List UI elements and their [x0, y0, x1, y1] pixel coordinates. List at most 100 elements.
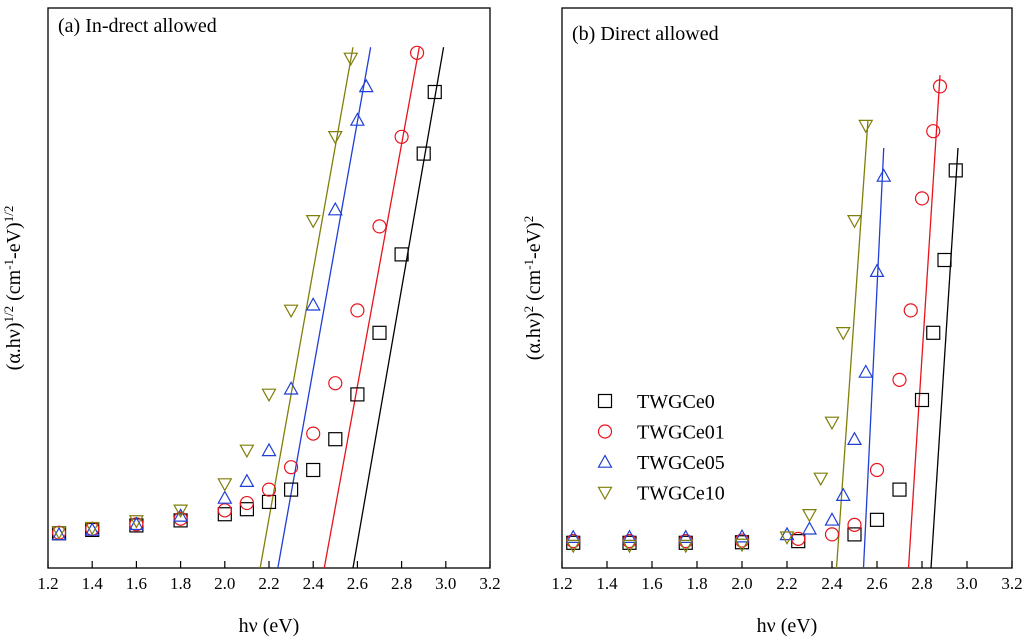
y-axis-label-part: (α.hν)	[3, 322, 25, 370]
marker	[801, 509, 818, 523]
marker	[84, 521, 100, 536]
marker	[261, 442, 277, 457]
x-tick-label: 3.2	[479, 574, 500, 593]
marker	[597, 486, 613, 501]
panel-title: (b) Direct allowed	[572, 23, 719, 45]
marker	[261, 482, 277, 497]
x-tick-label: 2.4	[821, 574, 843, 593]
marker	[835, 487, 851, 501]
marker	[358, 78, 374, 93]
marker	[305, 215, 321, 229]
marker	[327, 131, 343, 145]
marker	[869, 462, 885, 478]
marker	[327, 201, 343, 216]
y-axis-label-part: -eV)	[523, 222, 545, 259]
y-axis-label: (α.hν)2 (cm-1-eV)2	[521, 216, 546, 360]
marker	[734, 538, 750, 553]
fit-line	[352, 47, 445, 569]
panel: 1.2 1.4 1.6 1.8 2.0 2.2 2.4 2.6 2.8 3.0 3.2 hν (eV)…	[1, 7, 501, 637]
x-tick-label: 3.0	[956, 574, 977, 593]
marker	[621, 529, 638, 544]
x-tick-label: 2.0	[214, 574, 235, 593]
marker	[926, 124, 941, 139]
marker	[51, 526, 67, 540]
marker	[678, 539, 694, 554]
marker	[835, 327, 851, 341]
fit-line	[323, 47, 420, 569]
marker	[239, 495, 254, 511]
marker	[427, 84, 442, 100]
plot-frame	[47, 7, 491, 569]
x-tick-label: 1.4	[82, 574, 104, 593]
marker	[847, 517, 862, 532]
marker	[217, 503, 232, 518]
marker	[892, 372, 907, 387]
marker	[343, 52, 359, 67]
y-axis-label-part: -1	[521, 259, 536, 270]
plot-frame	[561, 7, 1013, 569]
marker	[932, 79, 948, 94]
legend-label: TWGCe05	[637, 452, 725, 474]
y-axis-label-part: (cm	[3, 269, 25, 306]
marker	[779, 531, 795, 545]
legend-label: TWGCe10	[637, 483, 725, 505]
x-axis-label: hν (eV)	[239, 615, 300, 637]
marker	[903, 303, 918, 318]
fit-line	[277, 47, 372, 569]
marker	[217, 478, 233, 492]
marker	[813, 472, 829, 487]
marker	[306, 426, 321, 441]
marker	[846, 215, 863, 229]
marker	[565, 539, 581, 554]
x-tick-label: 2.6	[866, 574, 887, 593]
marker	[824, 512, 840, 526]
x-tick-label: 1.4	[596, 574, 618, 593]
marker	[306, 462, 321, 478]
x-tick-label: 1.6	[641, 574, 662, 593]
x-tick-label: 2.6	[347, 574, 368, 593]
marker	[621, 539, 638, 554]
marker	[217, 507, 232, 522]
marker	[283, 381, 299, 395]
marker	[565, 529, 581, 544]
marker	[239, 444, 255, 459]
x-tick-label: 3.2	[1001, 574, 1022, 593]
marker	[779, 526, 795, 541]
x-tick-label: 2.4	[303, 574, 325, 593]
marker	[846, 431, 863, 445]
marker	[173, 508, 189, 522]
x-tick-label: 1.6	[126, 574, 147, 593]
marker	[239, 473, 255, 487]
marker	[948, 163, 963, 178]
y-axis-label-part: (α.hν)	[523, 312, 545, 360]
y-axis-label-part: 1/2	[1, 306, 16, 323]
marker	[914, 191, 930, 206]
marker	[734, 528, 750, 543]
marker	[284, 460, 299, 475]
marker	[328, 432, 343, 447]
legend-label: TWGCe01	[637, 422, 725, 444]
marker	[173, 511, 188, 526]
marker	[372, 219, 387, 234]
y-axis-label-part: -1	[1, 259, 16, 270]
marker	[283, 304, 299, 319]
marker	[350, 303, 365, 318]
y-axis-label: (α.hν)1/2 (cm-1-eV)1/2	[1, 206, 26, 371]
marker	[847, 527, 862, 542]
x-tick-label: 2.8	[911, 574, 932, 593]
marker	[261, 494, 277, 510]
marker	[734, 533, 750, 548]
panel-title: (a) In-drect allowed	[58, 15, 217, 37]
marker	[858, 364, 874, 378]
marker	[394, 129, 409, 144]
x-tick-label: 2.0	[731, 574, 752, 593]
marker	[824, 527, 840, 542]
marker	[869, 263, 885, 277]
marker	[678, 529, 694, 544]
marker	[937, 252, 952, 268]
fit-line	[907, 75, 941, 569]
marker	[394, 247, 409, 262]
x-tick-label: 1.8	[686, 574, 707, 593]
marker	[791, 531, 806, 546]
